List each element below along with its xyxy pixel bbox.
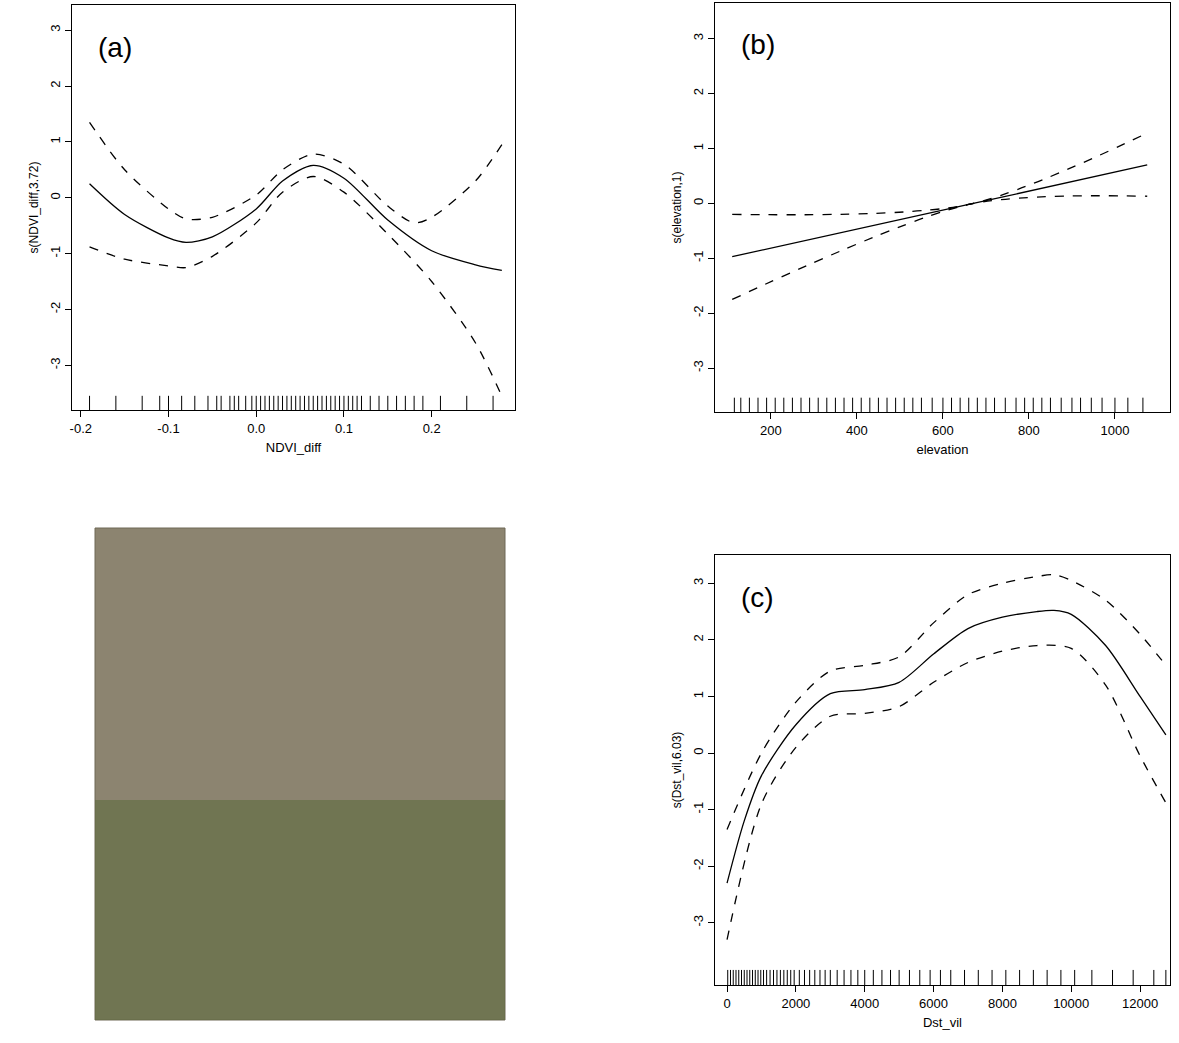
svg-text:-2: -2 [691, 305, 706, 317]
svg-text:4000: 4000 [850, 996, 879, 1011]
svg-text:s(NDVI_diff,3.72): s(NDVI_diff,3.72) [27, 162, 41, 254]
svg-text:10000: 10000 [1053, 996, 1089, 1011]
svg-text:800: 800 [1018, 423, 1040, 438]
svg-text:0: 0 [691, 747, 706, 754]
svg-text:6000: 6000 [919, 996, 948, 1011]
svg-text:s(elevation,1): s(elevation,1) [670, 171, 684, 243]
svg-text:elevation: elevation [916, 442, 968, 457]
svg-text:-2: -2 [48, 302, 63, 314]
svg-text:1000: 1000 [1100, 423, 1129, 438]
svg-text:2: 2 [691, 634, 706, 641]
svg-text:(a): (a) [98, 32, 132, 63]
svg-text:600: 600 [932, 423, 954, 438]
svg-text:3: 3 [691, 33, 706, 40]
svg-text:0.0: 0.0 [247, 421, 265, 436]
svg-text:2: 2 [691, 88, 706, 95]
svg-text:12000: 12000 [1122, 996, 1158, 1011]
svg-text:NDVI_diff: NDVI_diff [266, 440, 322, 455]
svg-text:0: 0 [723, 996, 730, 1011]
svg-text:0.1: 0.1 [335, 421, 353, 436]
svg-text:1: 1 [48, 136, 63, 143]
svg-text:Dst_vil: Dst_vil [923, 1015, 962, 1030]
svg-text:-0.1: -0.1 [157, 421, 179, 436]
svg-text:400: 400 [846, 423, 868, 438]
svg-text:-1: -1 [691, 251, 706, 263]
svg-text:200: 200 [760, 423, 782, 438]
svg-text:s(Dst_vil,6.03): s(Dst_vil,6.03) [670, 732, 684, 809]
svg-text:3: 3 [48, 25, 63, 32]
svg-text:0: 0 [48, 192, 63, 199]
svg-text:0.2: 0.2 [423, 421, 441, 436]
svg-text:3: 3 [691, 578, 706, 585]
svg-text:8000: 8000 [988, 996, 1017, 1011]
svg-text:-1: -1 [48, 246, 63, 258]
svg-text:0: 0 [691, 198, 706, 205]
svg-text:-3: -3 [691, 915, 706, 927]
svg-text:(b): (b) [741, 29, 775, 60]
svg-text:-1: -1 [691, 802, 706, 814]
svg-text:2000: 2000 [781, 996, 810, 1011]
svg-text:(c): (c) [741, 582, 774, 613]
svg-text:2: 2 [48, 80, 63, 87]
svg-text:-3: -3 [48, 358, 63, 370]
svg-text:-0.2: -0.2 [70, 421, 92, 436]
svg-text:-2: -2 [691, 858, 706, 870]
svg-text:1: 1 [691, 143, 706, 150]
svg-text:-3: -3 [691, 360, 706, 372]
svg-text:1: 1 [691, 691, 706, 698]
